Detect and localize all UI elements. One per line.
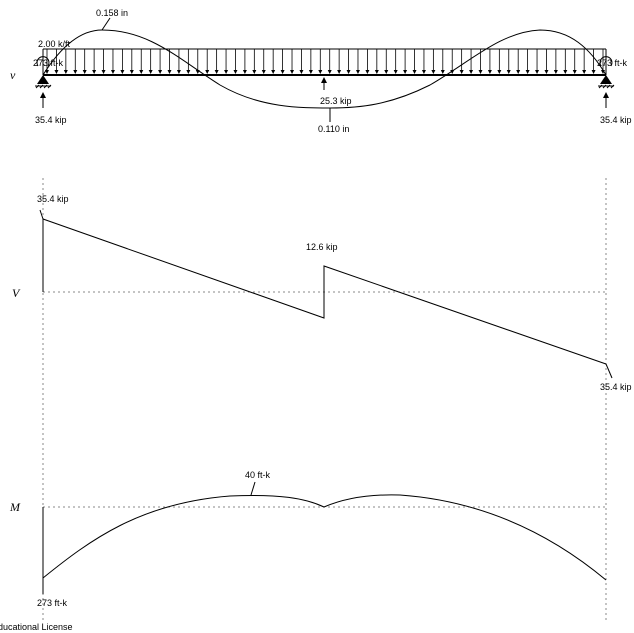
moment-end-label: 273 ft-k	[37, 598, 68, 608]
left-support-icon	[35, 75, 52, 89]
middle-reaction-arrow-icon	[321, 77, 327, 90]
load-arrow-head	[403, 70, 408, 74]
load-arrow-head	[205, 70, 210, 74]
load-arrow-head	[120, 70, 125, 74]
shear-left-label: 35.4 kip	[37, 194, 69, 204]
right-moment-icon	[599, 56, 613, 67]
right-reaction-arrow-icon	[603, 92, 609, 108]
load-arrow-head	[478, 70, 483, 74]
load-arrow-head	[440, 70, 445, 74]
load-arrow-head	[469, 70, 474, 74]
load-arrow-head	[591, 70, 596, 74]
load-arrow-head	[101, 70, 106, 74]
load-arrow-head	[148, 70, 153, 74]
load-arrow-head	[355, 70, 360, 74]
load-arrow-head	[337, 70, 342, 74]
load-arrow-head	[308, 70, 313, 74]
load-arrow-head	[54, 70, 59, 74]
load-arrow-head	[601, 70, 605, 74]
load-arrow-head	[82, 70, 87, 74]
load-arrow-head	[431, 70, 436, 74]
distributed-load-label: 2.00 k/ft	[38, 39, 71, 49]
load-arrow-head	[290, 70, 295, 74]
load-arrow-head	[45, 70, 49, 74]
moment-peak-label: 40 ft-k	[245, 470, 271, 480]
load-arrow-head	[582, 70, 587, 74]
load-arrow-head	[374, 70, 379, 74]
right-reaction-label: 35.4 kip	[600, 115, 632, 125]
load-arrow-head	[525, 70, 530, 74]
shear-left-leader	[39, 209, 44, 220]
load-arrow-head	[384, 70, 389, 74]
license-footer: ducational License	[0, 622, 73, 632]
load-arrow-head	[535, 70, 540, 74]
load-arrow-head	[73, 70, 78, 74]
load-arrow-head	[242, 70, 247, 74]
load-arrow-head	[346, 70, 351, 74]
load-arrow-head	[271, 70, 276, 74]
load-arrow-head	[252, 70, 257, 74]
load-arrow-head	[92, 70, 97, 74]
shear-jump-label: 12.6 kip	[306, 242, 338, 252]
load-arrow-head	[176, 70, 181, 74]
deflected-shape-curve	[42, 29, 607, 109]
max-up-deflection-label: 0.158 in	[96, 8, 128, 18]
left-moment-label: 273 ft-k	[33, 58, 64, 68]
deflection-axis-name: v	[10, 68, 16, 82]
load-arrow-head	[280, 70, 285, 74]
load-arrow-head	[318, 70, 323, 74]
load-arrow-head	[261, 70, 266, 74]
load-arrow-head	[421, 70, 426, 74]
shear-diagram-line	[42, 218, 607, 365]
shear-axis-name: V	[12, 286, 21, 300]
shear-right-leader	[605, 363, 613, 379]
moment-axis-name: M	[9, 500, 21, 514]
load-arrow-head	[544, 70, 549, 74]
max-down-deflection-label: 0.110 in	[318, 124, 349, 134]
load-arrow-head	[393, 70, 398, 74]
load-arrow-head	[506, 70, 511, 74]
load-arrow-head	[327, 70, 332, 74]
load-arrow-head	[365, 70, 370, 74]
deflection-panel: v	[10, 8, 632, 134]
load-arrows	[45, 49, 605, 74]
load-arrow-head	[553, 70, 558, 74]
right-support-icon	[598, 75, 615, 89]
left-moment-icon	[36, 56, 50, 67]
load-arrow-head	[497, 70, 502, 74]
moment-peak-leader	[250, 481, 256, 496]
load-arrow-head	[110, 70, 115, 74]
left-reaction-arrow-icon	[40, 92, 46, 108]
load-arrow-head	[167, 70, 172, 74]
load-arrow-head	[412, 70, 417, 74]
load-arrow-head	[186, 70, 191, 74]
shear-panel: V 35.4 kip 12.6 kip 35.4 kip	[12, 194, 632, 392]
load-arrow-head	[139, 70, 144, 74]
shear-right-label: 35.4 kip	[600, 382, 632, 392]
load-arrow-head	[299, 70, 304, 74]
load-arrow-head	[572, 70, 577, 74]
load-arrow-head	[224, 70, 229, 74]
load-arrow-head	[233, 70, 238, 74]
up-deflection-leader	[101, 17, 111, 31]
middle-reaction-label: 25.3 kip	[320, 96, 352, 106]
right-moment-label: 273 ft-k	[597, 58, 628, 68]
left-reaction-label: 35.4 kip	[35, 115, 67, 125]
moment-diagram-curve	[42, 494, 607, 581]
load-arrow-head	[450, 70, 455, 74]
load-arrow-head	[563, 70, 568, 74]
load-arrow-head	[487, 70, 492, 74]
load-arrow-head	[63, 70, 68, 74]
load-arrow-head	[516, 70, 521, 74]
load-arrow-head	[214, 70, 219, 74]
load-arrow-head	[129, 70, 134, 74]
load-arrow-head	[158, 70, 163, 74]
moment-panel: M 40 ft-k 273 ft-k	[9, 470, 607, 608]
load-arrow-head	[459, 70, 464, 74]
load-arrow-head	[195, 70, 200, 74]
